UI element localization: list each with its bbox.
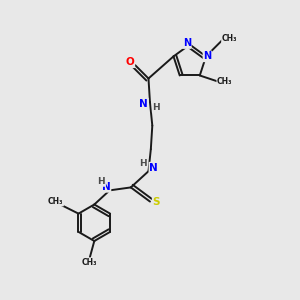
- Text: N: N: [102, 182, 110, 192]
- Text: N: N: [183, 38, 191, 48]
- Text: CH₃: CH₃: [82, 258, 97, 267]
- Text: H: H: [139, 159, 146, 168]
- Text: N: N: [203, 51, 211, 62]
- Text: S: S: [153, 196, 160, 207]
- Text: H: H: [153, 103, 160, 112]
- Text: N: N: [149, 163, 158, 173]
- Text: O: O: [126, 57, 134, 67]
- Text: H: H: [98, 177, 105, 186]
- Text: N: N: [139, 98, 148, 109]
- Text: CH₃: CH₃: [222, 34, 237, 43]
- Text: CH₃: CH₃: [48, 197, 63, 206]
- Text: CH₃: CH₃: [217, 77, 232, 86]
